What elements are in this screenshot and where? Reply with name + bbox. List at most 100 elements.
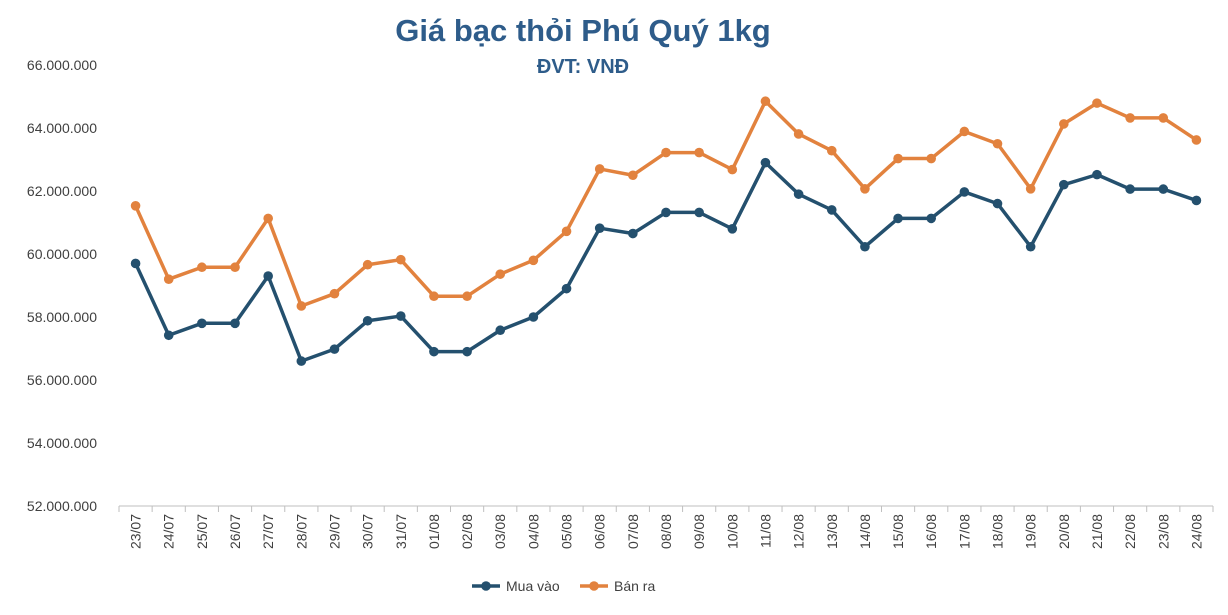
x-tick-label: 24/07 <box>161 514 177 549</box>
data-point <box>1191 195 1202 206</box>
data-point <box>495 269 506 279</box>
y-tick-label: 56.000.000 <box>27 372 97 388</box>
y-tick-label: 58.000.000 <box>27 309 97 325</box>
data-point <box>893 213 903 224</box>
data-point <box>1092 169 1102 180</box>
series-layer <box>130 96 1202 366</box>
data-point <box>561 226 572 237</box>
x-tick-label: 26/07 <box>227 514 243 549</box>
y-tick-label: 54.000.000 <box>27 435 97 451</box>
data-point <box>594 164 605 174</box>
x-tick-label: 05/08 <box>559 514 575 549</box>
x-tick-label: 23/08 <box>1155 514 1171 549</box>
x-tick-label: 29/07 <box>326 514 342 549</box>
data-point <box>1025 241 1036 252</box>
x-tick-label: 04/08 <box>525 514 541 549</box>
data-point <box>362 259 373 270</box>
x-tick-label: 01/08 <box>426 514 442 549</box>
x-tick-label: 21/08 <box>1089 514 1105 549</box>
data-point <box>1191 135 1202 145</box>
data-point <box>163 330 174 341</box>
data-point <box>926 213 937 224</box>
legend-swatch-marker <box>481 581 491 591</box>
data-point <box>163 274 174 285</box>
y-tick-label: 60.000.000 <box>27 246 97 262</box>
x-tick-label: 20/08 <box>1056 514 1072 549</box>
data-point <box>528 312 539 322</box>
x-tick-label: 22/08 <box>1122 514 1138 549</box>
x-tick-label: 30/07 <box>360 514 376 549</box>
data-point <box>826 145 837 156</box>
data-point <box>661 147 671 158</box>
data-point <box>395 254 406 265</box>
chart-title: Giá bạc thỏi Phú Quý 1kg <box>395 13 771 48</box>
x-tick-label: 10/08 <box>724 514 740 549</box>
x-tick-label: 27/07 <box>260 514 276 549</box>
data-point <box>561 283 572 294</box>
data-point <box>661 207 671 218</box>
legend-entry: Bán ra <box>580 578 655 594</box>
data-point <box>462 346 472 357</box>
x-tick-label: 31/07 <box>393 514 409 549</box>
data-point <box>760 157 771 168</box>
data-point <box>1059 119 1069 129</box>
y-tick-label: 64.000.000 <box>27 120 97 136</box>
data-point <box>860 183 870 194</box>
data-point <box>230 262 240 273</box>
data-point <box>959 187 970 197</box>
legend-entry: Mua vào <box>472 578 560 594</box>
data-point <box>197 318 207 329</box>
series-line <box>133 99 1199 308</box>
data-point <box>1025 183 1036 194</box>
data-point <box>1125 184 1135 194</box>
series-mua-vao <box>130 157 1202 366</box>
x-tick-label: 24/08 <box>1188 514 1204 549</box>
data-point <box>1092 98 1102 108</box>
chart-subtitle: ĐVT: VNĐ <box>537 56 629 78</box>
data-point <box>395 311 406 321</box>
data-point <box>628 170 638 181</box>
data-point <box>1059 179 1069 190</box>
x-tick-label: 25/07 <box>194 514 210 549</box>
legend: Mua vào Bán ra <box>472 578 655 594</box>
x-tick-label: 08/08 <box>658 514 674 549</box>
x-tick-label: 28/07 <box>293 514 309 549</box>
x-tick-label: 11/08 <box>757 514 773 548</box>
x-tick-label: 07/08 <box>625 514 641 549</box>
data-point <box>362 315 373 326</box>
data-point <box>1125 113 1135 123</box>
data-point <box>694 147 704 158</box>
data-point <box>462 291 472 302</box>
data-point <box>959 126 970 137</box>
data-point <box>793 129 804 139</box>
data-point <box>495 325 506 336</box>
data-point <box>296 301 307 311</box>
x-tick-label: 15/08 <box>890 514 906 549</box>
data-point <box>594 223 605 233</box>
data-point <box>727 164 738 175</box>
legend-label: Bán ra <box>614 578 655 594</box>
data-point <box>296 356 307 366</box>
x-tick-label: 09/08 <box>691 514 707 549</box>
data-point <box>1158 184 1169 194</box>
x-tick-label: 16/08 <box>923 514 939 549</box>
data-point <box>263 271 273 281</box>
data-point <box>197 262 207 273</box>
x-tick-label: 23/07 <box>128 514 144 549</box>
data-point <box>263 213 273 224</box>
data-point <box>694 207 704 218</box>
legend-swatch-marker <box>589 581 599 591</box>
data-point <box>329 288 340 299</box>
y-tick-label: 52.000.000 <box>27 498 97 514</box>
data-point <box>628 228 638 239</box>
y-tick-label: 62.000.000 <box>27 183 97 199</box>
x-tick-label: 19/08 <box>1023 514 1039 549</box>
x-tick-label: 13/08 <box>824 514 840 549</box>
data-point <box>926 153 937 164</box>
x-tick-label: 12/08 <box>791 514 807 549</box>
data-point <box>992 198 1003 209</box>
series-ban-ra <box>130 96 1202 311</box>
data-point <box>329 344 340 354</box>
data-point <box>1158 113 1169 123</box>
